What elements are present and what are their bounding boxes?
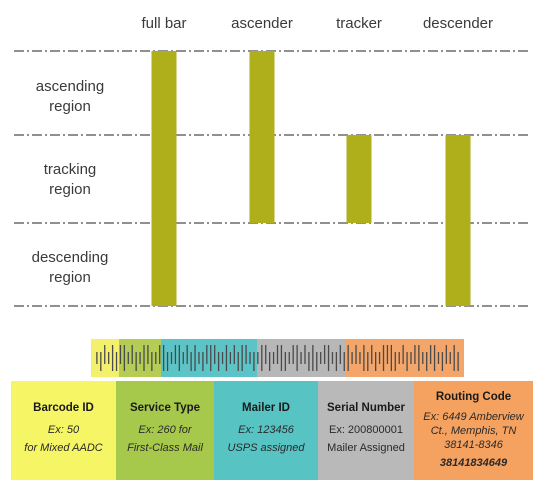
region-label-ascending-line2: region bbox=[49, 98, 91, 115]
field-box-barcode-id: Barcode ID Ex: 50 for Mixed AADC bbox=[11, 381, 116, 480]
field-box-serial-number: Serial Number Ex: 200800001 Mailer Assig… bbox=[318, 381, 414, 480]
region-label-ascending: ascending region bbox=[8, 77, 132, 117]
label-tracker: tracker bbox=[336, 15, 382, 32]
field-detail-service-type: First-Class Mail bbox=[127, 442, 203, 454]
region-label-ascending-line1: ascending bbox=[35, 78, 105, 95]
field-zip-routing-code: 38141-8346 bbox=[444, 439, 503, 451]
field-detail-serial-number: Mailer Assigned bbox=[327, 442, 405, 454]
region-label-descending: descending region bbox=[8, 248, 132, 288]
field-title-service-type: Service Type bbox=[129, 402, 201, 414]
field-example-routing-code: Ex: 6449 Amberview bbox=[423, 411, 524, 423]
label-full-bar: full bar bbox=[141, 15, 187, 32]
field-example-serial-number: Ex: 200800001 bbox=[328, 424, 403, 436]
full-bar-bar bbox=[151, 51, 177, 306]
field-example-service-type: Ex: 260 for bbox=[138, 424, 192, 436]
field-detail-barcode-id: for Mixed AADC bbox=[24, 442, 103, 454]
field-address-routing-code: Ct., Memphis, TN bbox=[430, 425, 517, 437]
region-label-tracking: tracking region bbox=[8, 160, 132, 200]
region-label-descending-line1: descending bbox=[31, 249, 109, 266]
field-example-barcode-id: Ex: 50 bbox=[47, 424, 80, 436]
tracker-bar bbox=[346, 135, 372, 223]
field-box-service-type: Service Type Ex: 260 for First-Class Mai… bbox=[116, 381, 214, 480]
field-example-mailer-id: Ex: 123456 bbox=[238, 424, 294, 436]
region-label-tracking-line2: region bbox=[49, 181, 91, 198]
field-title-routing-code: Routing Code bbox=[435, 391, 512, 403]
strip-segment-service-type bbox=[119, 339, 165, 377]
barcode-strip bbox=[91, 339, 464, 377]
field-title-barcode-id: Barcode ID bbox=[33, 402, 94, 414]
barcode-glyph bbox=[96, 345, 459, 371]
region-label-tracking-line1: tracking bbox=[43, 161, 97, 178]
descender-bar bbox=[445, 135, 471, 306]
field-box-mailer-id: Mailer ID Ex: 123456 USPS assigned bbox=[214, 381, 318, 480]
field-title-mailer-id: Mailer ID bbox=[242, 402, 290, 414]
ascender-bar bbox=[249, 51, 275, 223]
bar-type-diagram bbox=[14, 50, 530, 307]
field-detail-mailer-id: USPS assigned bbox=[227, 442, 305, 454]
region-label-descending-line2: region bbox=[49, 269, 91, 286]
field-title-serial-number: Serial Number bbox=[327, 402, 405, 414]
strip-segment-routing-code bbox=[345, 339, 464, 377]
field-code-routing-code: 38141834649 bbox=[439, 457, 508, 469]
label-ascender: ascender bbox=[231, 15, 293, 32]
label-descender: descender bbox=[422, 15, 494, 32]
field-box-routing-code: Routing Code Ex: 6449 Amberview Ct., Mem… bbox=[414, 381, 533, 480]
